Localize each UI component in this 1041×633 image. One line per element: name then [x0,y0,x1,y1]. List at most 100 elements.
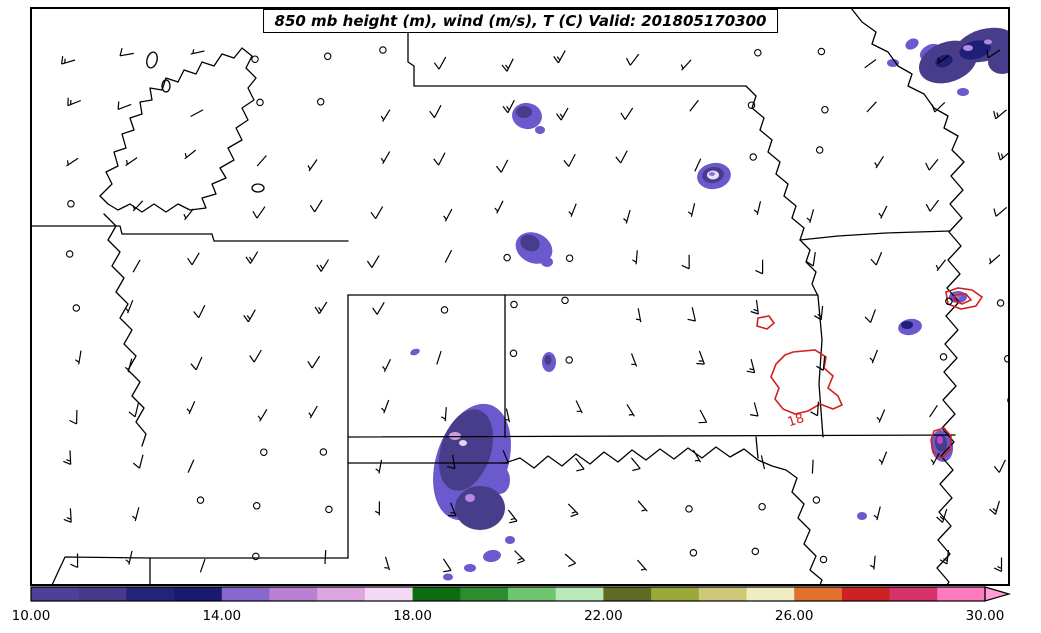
wind-barb [625,53,640,66]
wind-barb [316,259,330,272]
wind-barb [936,508,948,523]
wind-barb [190,356,203,371]
shaded-region [410,348,420,356]
state-boundary [817,295,824,438]
wind-barb [636,559,648,571]
wind-barb [806,209,815,224]
wind-barb [755,259,764,275]
wind-barb [810,401,819,417]
calm-wind-circle [1003,355,1009,363]
calm-wind-circle [316,98,325,106]
colorbar-segment [78,587,127,601]
wind-barb [382,358,392,373]
colorbar-segment [31,587,80,601]
wind-barb [925,199,939,212]
shaded-region [455,486,505,530]
wind-barb [380,399,390,414]
wind-barb [504,408,511,423]
contour-label: 18 [786,411,806,430]
shaded-region [935,54,953,68]
wind-barb [997,151,1009,161]
calm-wind-circle [67,200,75,208]
shaded-region [464,564,476,572]
calm-wind-circle [260,448,268,456]
colorbar-segment [889,587,938,601]
wind-barb [630,353,638,367]
shaded-region [505,536,515,544]
wind-barb [993,206,1008,217]
wind-barb [696,350,705,365]
state-boundary [407,8,747,87]
colorbar-segment [460,587,509,601]
wind-barb [816,356,826,371]
colorbar-outline [30,586,986,602]
wind-barb [125,157,138,167]
wind-barb [806,252,816,267]
state-boundary [51,556,349,585]
wind-barb [864,59,877,69]
wind-barb [925,158,939,171]
colorbar-segment [555,587,604,601]
wind-barb [575,457,585,472]
shaded-region [541,257,553,267]
wind-barb [429,104,442,118]
wind-barb [689,99,699,112]
wind-barb [993,459,1006,473]
wind-barb [183,208,194,221]
wind-barb [937,55,950,64]
colorbar-segment [841,587,891,601]
calm-wind-circle [561,296,569,305]
wind-barb [69,409,78,425]
wind-barb [811,459,814,474]
wind-barb [324,549,327,565]
colorbar-segment [603,587,652,601]
colorbar-tick-label: 14.00 [202,608,241,624]
wind-barb [124,299,134,314]
wind-barb [436,350,442,365]
wind-barb [876,409,886,423]
wind-barb [878,205,888,219]
wind-barb [989,500,1000,515]
wind-barb [119,47,134,57]
wind-barb [939,550,950,565]
shaded-region [516,106,532,118]
calm-wind-circle [565,356,573,364]
colorbar-segment [126,587,175,601]
wind-barb [869,555,876,570]
wind-barb [128,402,139,418]
shaded-region [957,88,969,96]
wind-barb [67,97,82,107]
colorbar-segment [794,587,843,601]
river-boundary [936,135,965,585]
calm-wind-circle [685,505,693,513]
calm-wind-circle [812,496,821,504]
calm-wind-circle [440,306,449,314]
colorbar-tick-label: 10.00 [12,608,51,624]
shaded-region [984,39,992,45]
wind-barb [193,304,206,319]
colorbar-segment [174,587,223,601]
wind-barb [680,59,692,71]
wind-barb [256,155,267,167]
wind-barb [746,358,756,374]
calm-wind-circle [747,101,756,109]
wind-barb [70,553,79,569]
shaded-region [857,512,867,520]
wind-barb [637,500,648,512]
state-boundary [799,230,951,241]
wind-barb [252,206,266,219]
wind-barb [124,358,133,373]
calm-wind-circle [758,502,766,511]
shaded-region [459,440,467,446]
colorbar-segment [651,587,700,601]
wind-barb [384,556,391,571]
temperature-contour [953,293,973,305]
calm-wind-circle [252,552,260,561]
shaded-region [520,234,540,252]
wind-barb [243,309,256,323]
calm-wind-circle [945,297,953,306]
calm-wind-circle [1007,396,1009,404]
wind-barb [930,452,941,466]
